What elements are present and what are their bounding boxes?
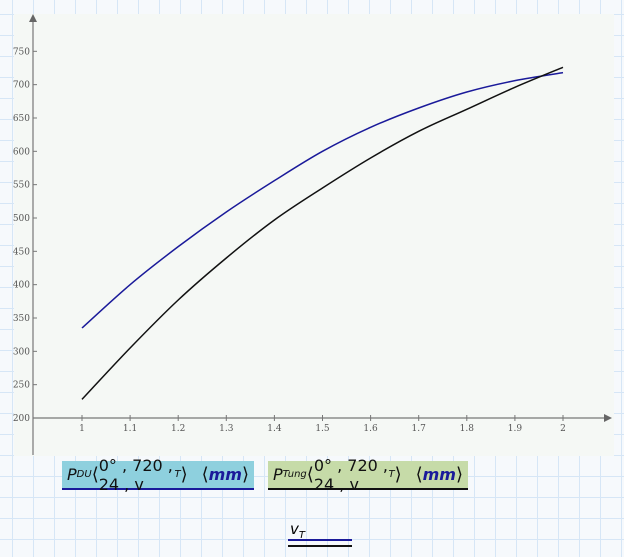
y-tick-label: 600 xyxy=(13,147,30,157)
y-tick-label: 650 xyxy=(13,114,30,124)
x-label-base: v xyxy=(290,520,299,538)
y-tick-label: 450 xyxy=(13,247,30,257)
series-tung-line xyxy=(81,66,564,400)
y-tick-label: 400 xyxy=(13,281,30,291)
x-axis-label[interactable]: vT xyxy=(290,520,305,541)
legend-du-unit: mm xyxy=(208,465,242,484)
x-tick-label: 1.4 xyxy=(267,424,282,434)
y-tick-label: 300 xyxy=(13,347,30,357)
x-trace-line-tung xyxy=(288,545,352,547)
x-trace-line-du xyxy=(288,539,352,541)
paren: ⟨ xyxy=(91,464,99,485)
y-tick-label: 550 xyxy=(13,181,30,191)
legend-tung[interactable]: P Tung ⟨ 0° , 720 , 24 , v T ⟩ ⟨mm⟩ xyxy=(268,456,468,494)
plot-background xyxy=(14,14,614,456)
y-tick-label: 250 xyxy=(13,381,30,391)
y-tick-label: 700 xyxy=(13,81,30,91)
legend-du-argsub: T xyxy=(174,469,181,480)
paren: ⟩ xyxy=(394,464,402,485)
x-tick-label: 1.2 xyxy=(171,424,185,434)
x-tick-label: 1.9 xyxy=(508,424,523,434)
x-tick-label: 1.8 xyxy=(460,424,475,434)
x-tick-label: 1.1 xyxy=(123,424,137,434)
legend-tung-symbol: P xyxy=(273,465,283,484)
paren: ⟨ xyxy=(306,464,314,485)
x-tick-label: 1.3 xyxy=(219,424,234,434)
legend-tung-unit: mm xyxy=(422,465,456,484)
x-tick-label: 1.6 xyxy=(363,424,378,434)
x-tick-label: 1 xyxy=(79,424,85,434)
x-label-sub: T xyxy=(298,530,305,541)
series-du-line xyxy=(81,71,564,329)
x-tick-label: 1.5 xyxy=(315,424,330,434)
legend-du-subscript: DU xyxy=(76,469,92,480)
legend-tung-subscript: Tung xyxy=(282,469,307,480)
legend-tung-argsub: T xyxy=(388,469,395,480)
legend-tung-args: 0° , 720 , 24 , v xyxy=(313,455,388,494)
y-tick-label: 350 xyxy=(13,314,30,324)
legend-du-symbol: P xyxy=(67,465,77,484)
legend-du-args: 0° , 720 , 24 , v xyxy=(98,455,173,494)
y-tick-label: 750 xyxy=(13,47,30,57)
x-tick-label: 2 xyxy=(560,424,566,434)
y-tick-label: 200 xyxy=(13,414,30,424)
x-axis-arrow xyxy=(604,414,612,422)
legend-du[interactable]: P DU ⟨ 0° , 720 , 24 , v T ⟩ ⟨mm⟩ xyxy=(62,456,254,494)
y-axis-arrow xyxy=(29,14,37,22)
y-tick-label: 500 xyxy=(13,214,30,224)
paren: ⟩ xyxy=(180,464,188,485)
x-tick-label: 1.7 xyxy=(412,424,427,434)
